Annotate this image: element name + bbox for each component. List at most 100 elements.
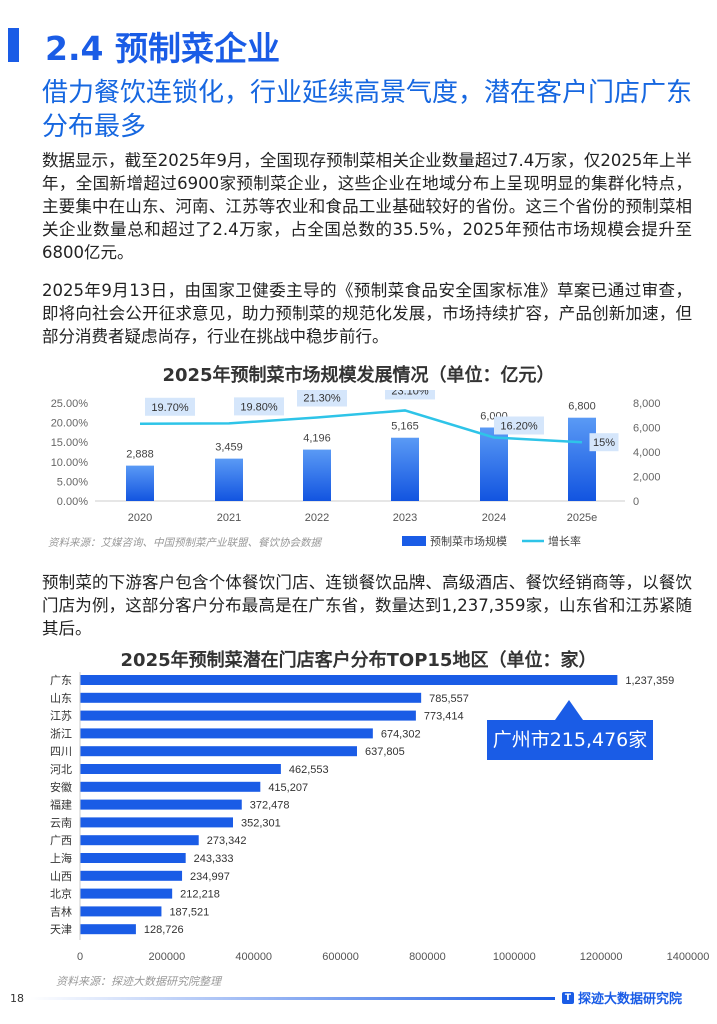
region-label: 浙江: [50, 727, 72, 740]
bar: [80, 906, 162, 917]
region-label: 上海: [50, 851, 72, 865]
guangzhou-callout: 广州市215,476家: [487, 720, 653, 760]
bar: [80, 799, 242, 810]
page-title: 2.4 预制菜企业: [45, 29, 280, 68]
chart-title: 2025年预制菜潜在门店客户分布TOP15地区（单位：家）: [120, 650, 597, 671]
region-label: 四川: [50, 746, 72, 758]
region-label: 安徽: [50, 780, 72, 794]
category-label: 2020: [128, 512, 152, 524]
right-tick-label: 0: [633, 496, 639, 508]
line-label-box: [234, 397, 284, 416]
left-tick-label: 25.00%: [51, 398, 89, 410]
x-tick-label: 400000: [235, 951, 272, 963]
region-label: 河北: [50, 763, 72, 776]
paragraph: 数据显示，截至2025年9月，全国现存预制菜相关企业数量超过7.4万家，仅202…: [42, 151, 692, 262]
left-tick-label: 15.00%: [51, 437, 89, 449]
line-label: 15%: [593, 437, 615, 449]
bar: [80, 746, 357, 757]
line-label-box: [589, 433, 619, 452]
region-label: 吉林: [50, 904, 72, 918]
bar: [391, 437, 419, 501]
bar: [80, 835, 199, 846]
page-number: 18: [10, 992, 24, 1005]
x-tick-label: 600000: [322, 951, 359, 963]
source-note: 资料来源：探迹大数据研究院整理: [56, 975, 221, 988]
bar-label: 462,553: [289, 764, 329, 776]
line-label-box: [297, 390, 347, 407]
bar-label: 6,800: [568, 401, 596, 413]
region-label: 山东: [50, 692, 72, 705]
bar: [126, 465, 154, 501]
bar-label: 273,342: [207, 835, 247, 847]
bar: [215, 458, 243, 501]
bar: [80, 781, 261, 792]
bar: [80, 924, 136, 935]
bar-label: 212,218: [180, 889, 220, 901]
category-label: 2021: [217, 512, 241, 524]
bar: [80, 870, 183, 881]
footer-line: [30, 997, 555, 1000]
bar-label: 785,557: [429, 693, 469, 705]
category-label: 2023: [393, 512, 417, 524]
left-tick-label: 5.00%: [57, 476, 88, 488]
bar: [80, 728, 373, 739]
x-tick-label: 1000000: [493, 951, 536, 963]
bar-label: 415,207: [268, 782, 308, 794]
bar: [80, 888, 173, 899]
bar-label: 637,805: [365, 746, 405, 758]
region-label: 广西: [50, 834, 72, 847]
bar-label: 1,237,359: [625, 675, 674, 687]
brand-icon: T: [562, 991, 574, 1004]
line-label-box: [494, 416, 544, 435]
bar-label: 128,726: [144, 924, 184, 936]
line-label: 23.10%: [391, 390, 429, 397]
right-tick-label: 4,000: [633, 447, 661, 459]
bar-label: 3,459: [215, 442, 243, 454]
region-label: 山西: [50, 870, 72, 883]
left-tick-label: 20.00%: [51, 418, 89, 430]
bar: [80, 710, 416, 721]
right-tick-label: 6,000: [633, 423, 661, 435]
bar-label: 674,302: [381, 728, 421, 740]
x-tick-label: 0: [77, 951, 83, 963]
bar-label: 2,888: [126, 449, 154, 461]
market-size-chart: 0.00% 5.00% 10.00% 15.00% 20.00% 25.00% 0 2,000…: [48, 390, 661, 549]
x-tick-label: 800000: [409, 951, 446, 963]
bar-label: 773,414: [424, 711, 464, 723]
chart-title: 2025年预制菜市场规模发展情况（单位：亿元）: [162, 365, 555, 386]
bar-label: 372,478: [250, 800, 290, 812]
bar: [80, 817, 233, 828]
category-label: 2025e: [567, 512, 598, 524]
source-note: 资料来源：艾媒咨询、中国预制菜产业联盟、餐饮协会数据: [48, 537, 322, 549]
line-label-box: [385, 390, 435, 400]
line-label: 19.70%: [151, 402, 189, 414]
region-label: 福建: [50, 798, 72, 812]
callout-arrow-icon: [555, 700, 583, 720]
bar-label: 243,333: [194, 853, 234, 865]
brand-name: 探迹大数据研究院: [578, 992, 683, 1007]
x-tick-label: 1400000: [667, 951, 710, 963]
left-tick-label: 0.00%: [57, 496, 88, 508]
bar: [80, 764, 281, 774]
region-label: 广东: [50, 674, 72, 687]
paragraph: 2025年9月13日，由国家卫健委主导的《预制菜食品安全国家标准》草案已通过审查…: [42, 281, 692, 346]
line-label: 19.80%: [240, 401, 278, 413]
bar-label: 352,301: [241, 817, 281, 829]
category-label: 2024: [482, 512, 506, 524]
brand-logo: T 探迹大数据研究院: [562, 988, 682, 1007]
line-label-box: [145, 397, 195, 416]
subtitle: 借力餐饮连锁化，行业延续高景气度，潜在客户门店广东分布最多: [42, 78, 693, 142]
bar: [480, 427, 508, 501]
bar-label: 234,997: [190, 871, 230, 883]
x-tick-label: 200000: [148, 951, 185, 963]
bar: [80, 853, 186, 863]
region-label: 江苏: [50, 710, 72, 723]
region-label: 北京: [50, 887, 72, 901]
paragraph: 预制菜的下游客户包含个体餐饮门店、连锁餐饮品牌、高级酒店、餐饮经销商等，以餐饮门…: [42, 573, 692, 638]
legend-label: 增长率: [548, 534, 581, 548]
right-tick-label: 2,000: [633, 472, 661, 484]
line-label: 16.20%: [500, 420, 538, 432]
bar: [80, 692, 422, 703]
x-tick-label: 1200000: [580, 951, 623, 963]
section-marker: [8, 28, 19, 62]
